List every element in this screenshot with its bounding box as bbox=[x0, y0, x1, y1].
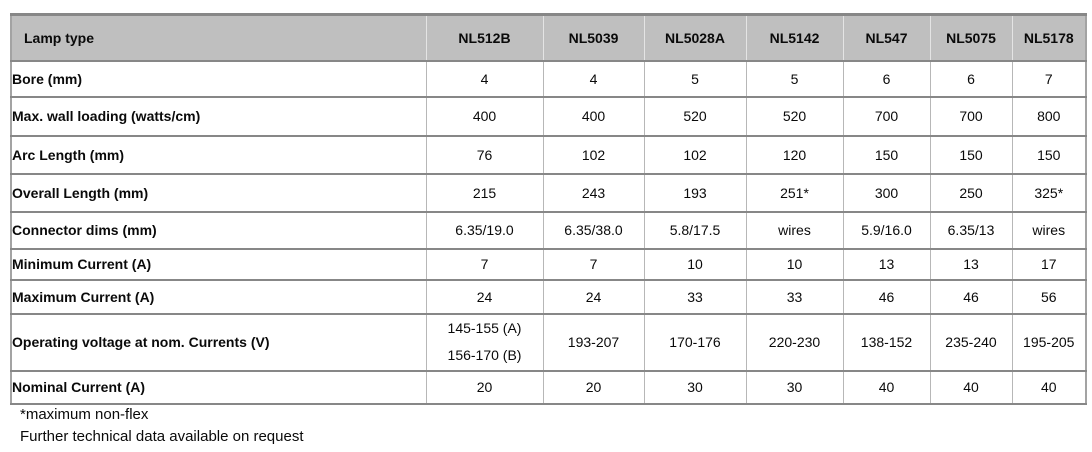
cell: 7 bbox=[1011, 59, 1086, 97]
cell: 6.35/38.0 bbox=[542, 210, 644, 249]
row-label: Minimum Current (A) bbox=[11, 247, 426, 280]
voltage-range-a: 145-155 (A) bbox=[447, 320, 522, 336]
row-label: Overall Length (mm) bbox=[11, 172, 426, 212]
column-header-nl5178: NL5178 bbox=[1011, 14, 1086, 61]
cell: 40 bbox=[929, 369, 1012, 404]
cell: 150 bbox=[1011, 134, 1086, 174]
voltage-range-b: 156-170 (B) bbox=[447, 347, 522, 363]
cell: 251* bbox=[745, 172, 843, 212]
cell: 5 bbox=[643, 59, 746, 97]
cell: 17 bbox=[1011, 247, 1086, 280]
cell: wires bbox=[1011, 210, 1086, 249]
footnotes: *maximum non-flex Further technical data… bbox=[20, 404, 304, 448]
cell: 13 bbox=[929, 247, 1012, 280]
lamp-spec-table: Lamp type NL512B NL5039 NL5028A NL5142 N… bbox=[10, 13, 1087, 405]
cell: 150 bbox=[929, 134, 1012, 174]
cell: 5.9/16.0 bbox=[842, 210, 930, 249]
cell: 56 bbox=[1011, 278, 1086, 314]
cell: 30 bbox=[643, 369, 746, 404]
table-row-arc-length: Arc Length (mm) 76 102 102 120 150 150 1… bbox=[11, 134, 1086, 174]
cell: 7 bbox=[542, 247, 644, 280]
cell: 4 bbox=[425, 59, 543, 97]
column-header-nl5028a: NL5028A bbox=[643, 14, 746, 61]
column-header-nl5039: NL5039 bbox=[542, 14, 644, 61]
table-row-wall-loading: Max. wall loading (watts/cm) 400 400 520… bbox=[11, 95, 1086, 136]
table-header-row: Lamp type NL512B NL5039 NL5028A NL5142 N… bbox=[11, 14, 1086, 61]
column-header-nl547: NL547 bbox=[842, 14, 930, 61]
cell: 215 bbox=[425, 172, 543, 212]
column-header-nl5142: NL5142 bbox=[745, 14, 843, 61]
cell: 235-240 bbox=[929, 312, 1012, 371]
cell: 400 bbox=[542, 95, 644, 136]
cell: 700 bbox=[842, 95, 930, 136]
cell: 5.8/17.5 bbox=[643, 210, 746, 249]
cell: 13 bbox=[842, 247, 930, 280]
cell: 10 bbox=[745, 247, 843, 280]
column-header-nl512b: NL512B bbox=[425, 14, 543, 61]
cell: 40 bbox=[842, 369, 930, 404]
cell: 520 bbox=[745, 95, 843, 136]
header-lamp-type: Lamp type bbox=[11, 14, 426, 61]
cell: 700 bbox=[929, 95, 1012, 136]
cell: 33 bbox=[643, 278, 746, 314]
table-row-nominal-current: Nominal Current (A) 20 20 30 30 40 40 40 bbox=[11, 369, 1086, 404]
cell: 170-176 bbox=[643, 312, 746, 371]
cell: 6 bbox=[929, 59, 1012, 97]
cell: 6 bbox=[842, 59, 930, 97]
cell: 33 bbox=[745, 278, 843, 314]
cell: 20 bbox=[542, 369, 644, 404]
row-label: Bore (mm) bbox=[11, 59, 426, 97]
row-label: Arc Length (mm) bbox=[11, 134, 426, 174]
cell: 800 bbox=[1011, 95, 1086, 136]
cell: 76 bbox=[425, 134, 543, 174]
cell: wires bbox=[745, 210, 843, 249]
cell: 46 bbox=[842, 278, 930, 314]
cell: 145-155 (A) 156-170 (B) bbox=[425, 312, 543, 371]
cell: 195-205 bbox=[1011, 312, 1086, 371]
row-label: Maximum Current (A) bbox=[11, 278, 426, 314]
cell: 150 bbox=[842, 134, 930, 174]
table-row-operating-voltage: Operating voltage at nom. Currents (V) 1… bbox=[11, 312, 1086, 371]
cell: 520 bbox=[643, 95, 746, 136]
footnote-further-data: Further technical data available on requ… bbox=[20, 428, 304, 445]
cell: 193-207 bbox=[542, 312, 644, 371]
cell: 10 bbox=[643, 247, 746, 280]
footnote-max-non-flex: *maximum non-flex bbox=[20, 406, 149, 423]
row-label: Max. wall loading (watts/cm) bbox=[11, 95, 426, 136]
table-row-maximum-current: Maximum Current (A) 24 24 33 33 46 46 56 bbox=[11, 278, 1086, 314]
table-row-overall-length: Overall Length (mm) 215 243 193 251* 300… bbox=[11, 172, 1086, 212]
cell: 24 bbox=[425, 278, 543, 314]
cell: 220-230 bbox=[745, 312, 843, 371]
cell: 5 bbox=[745, 59, 843, 97]
cell: 300 bbox=[842, 172, 930, 212]
table-row-connector-dims: Connector dims (mm) 6.35/19.0 6.35/38.0 … bbox=[11, 210, 1086, 249]
table-row-minimum-current: Minimum Current (A) 7 7 10 10 13 13 17 bbox=[11, 247, 1086, 280]
table-row-bore: Bore (mm) 4 4 5 5 6 6 7 bbox=[11, 59, 1086, 97]
column-header-nl5075: NL5075 bbox=[929, 14, 1012, 61]
cell: 30 bbox=[745, 369, 843, 404]
cell: 400 bbox=[425, 95, 543, 136]
cell: 24 bbox=[542, 278, 644, 314]
row-label: Operating voltage at nom. Currents (V) bbox=[11, 312, 426, 371]
cell: 20 bbox=[425, 369, 543, 404]
cell: 4 bbox=[542, 59, 644, 97]
row-label: Connector dims (mm) bbox=[11, 210, 426, 249]
cell: 250 bbox=[929, 172, 1012, 212]
row-label: Nominal Current (A) bbox=[11, 369, 426, 404]
cell: 325* bbox=[1011, 172, 1086, 212]
cell: 46 bbox=[929, 278, 1012, 314]
cell: 7 bbox=[425, 247, 543, 280]
cell: 102 bbox=[643, 134, 746, 174]
cell: 40 bbox=[1011, 369, 1086, 404]
cell: 120 bbox=[745, 134, 843, 174]
cell: 6.35/19.0 bbox=[425, 210, 543, 249]
cell: 102 bbox=[542, 134, 644, 174]
cell: 6.35/13 bbox=[929, 210, 1012, 249]
cell: 193 bbox=[643, 172, 746, 212]
cell: 243 bbox=[542, 172, 644, 212]
cell: 138-152 bbox=[842, 312, 930, 371]
